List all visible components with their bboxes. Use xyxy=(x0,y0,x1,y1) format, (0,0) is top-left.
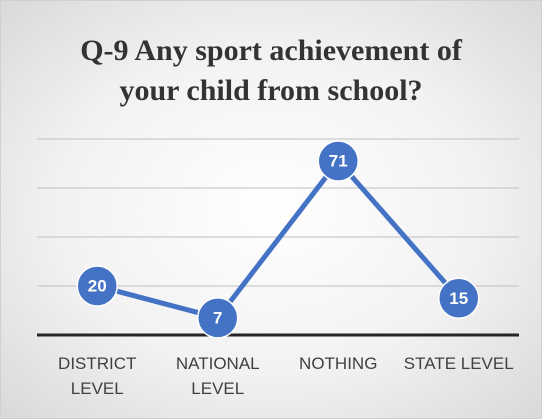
data-label: 20 xyxy=(88,277,107,296)
x-tick-label: DISTRICT LEVEL xyxy=(58,354,137,398)
marker xyxy=(438,277,480,319)
marker xyxy=(317,140,359,182)
chart-title: Q-9 Any sport achievement of your child … xyxy=(80,34,462,107)
marker xyxy=(197,297,239,339)
x-tick-label: NOTHING xyxy=(299,354,378,373)
data-label: 15 xyxy=(449,289,468,308)
data-label: 71 xyxy=(329,152,348,171)
data-label: 7 xyxy=(213,308,222,327)
marker xyxy=(76,265,118,307)
line xyxy=(96,158,461,321)
x-tick-label: NATIONAL LEVEL xyxy=(175,354,260,398)
x-tick-label: STATE LEVEL xyxy=(403,354,514,373)
